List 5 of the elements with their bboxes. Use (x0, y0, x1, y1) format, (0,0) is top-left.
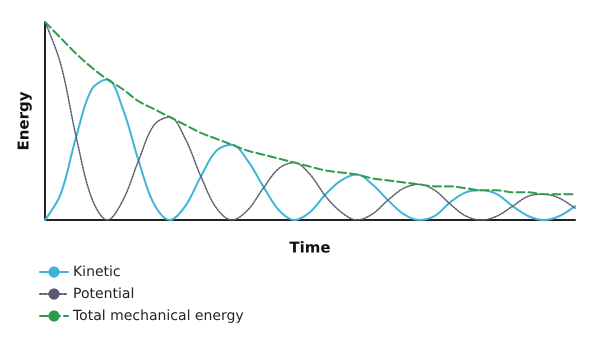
legend-label: Potential (73, 286, 134, 302)
y-axis-title: Energy (14, 91, 32, 151)
legend-label: Kinetic (73, 264, 121, 280)
legend-label: Total mechanical energy (72, 308, 244, 324)
x-axis-title: Time (289, 238, 331, 256)
